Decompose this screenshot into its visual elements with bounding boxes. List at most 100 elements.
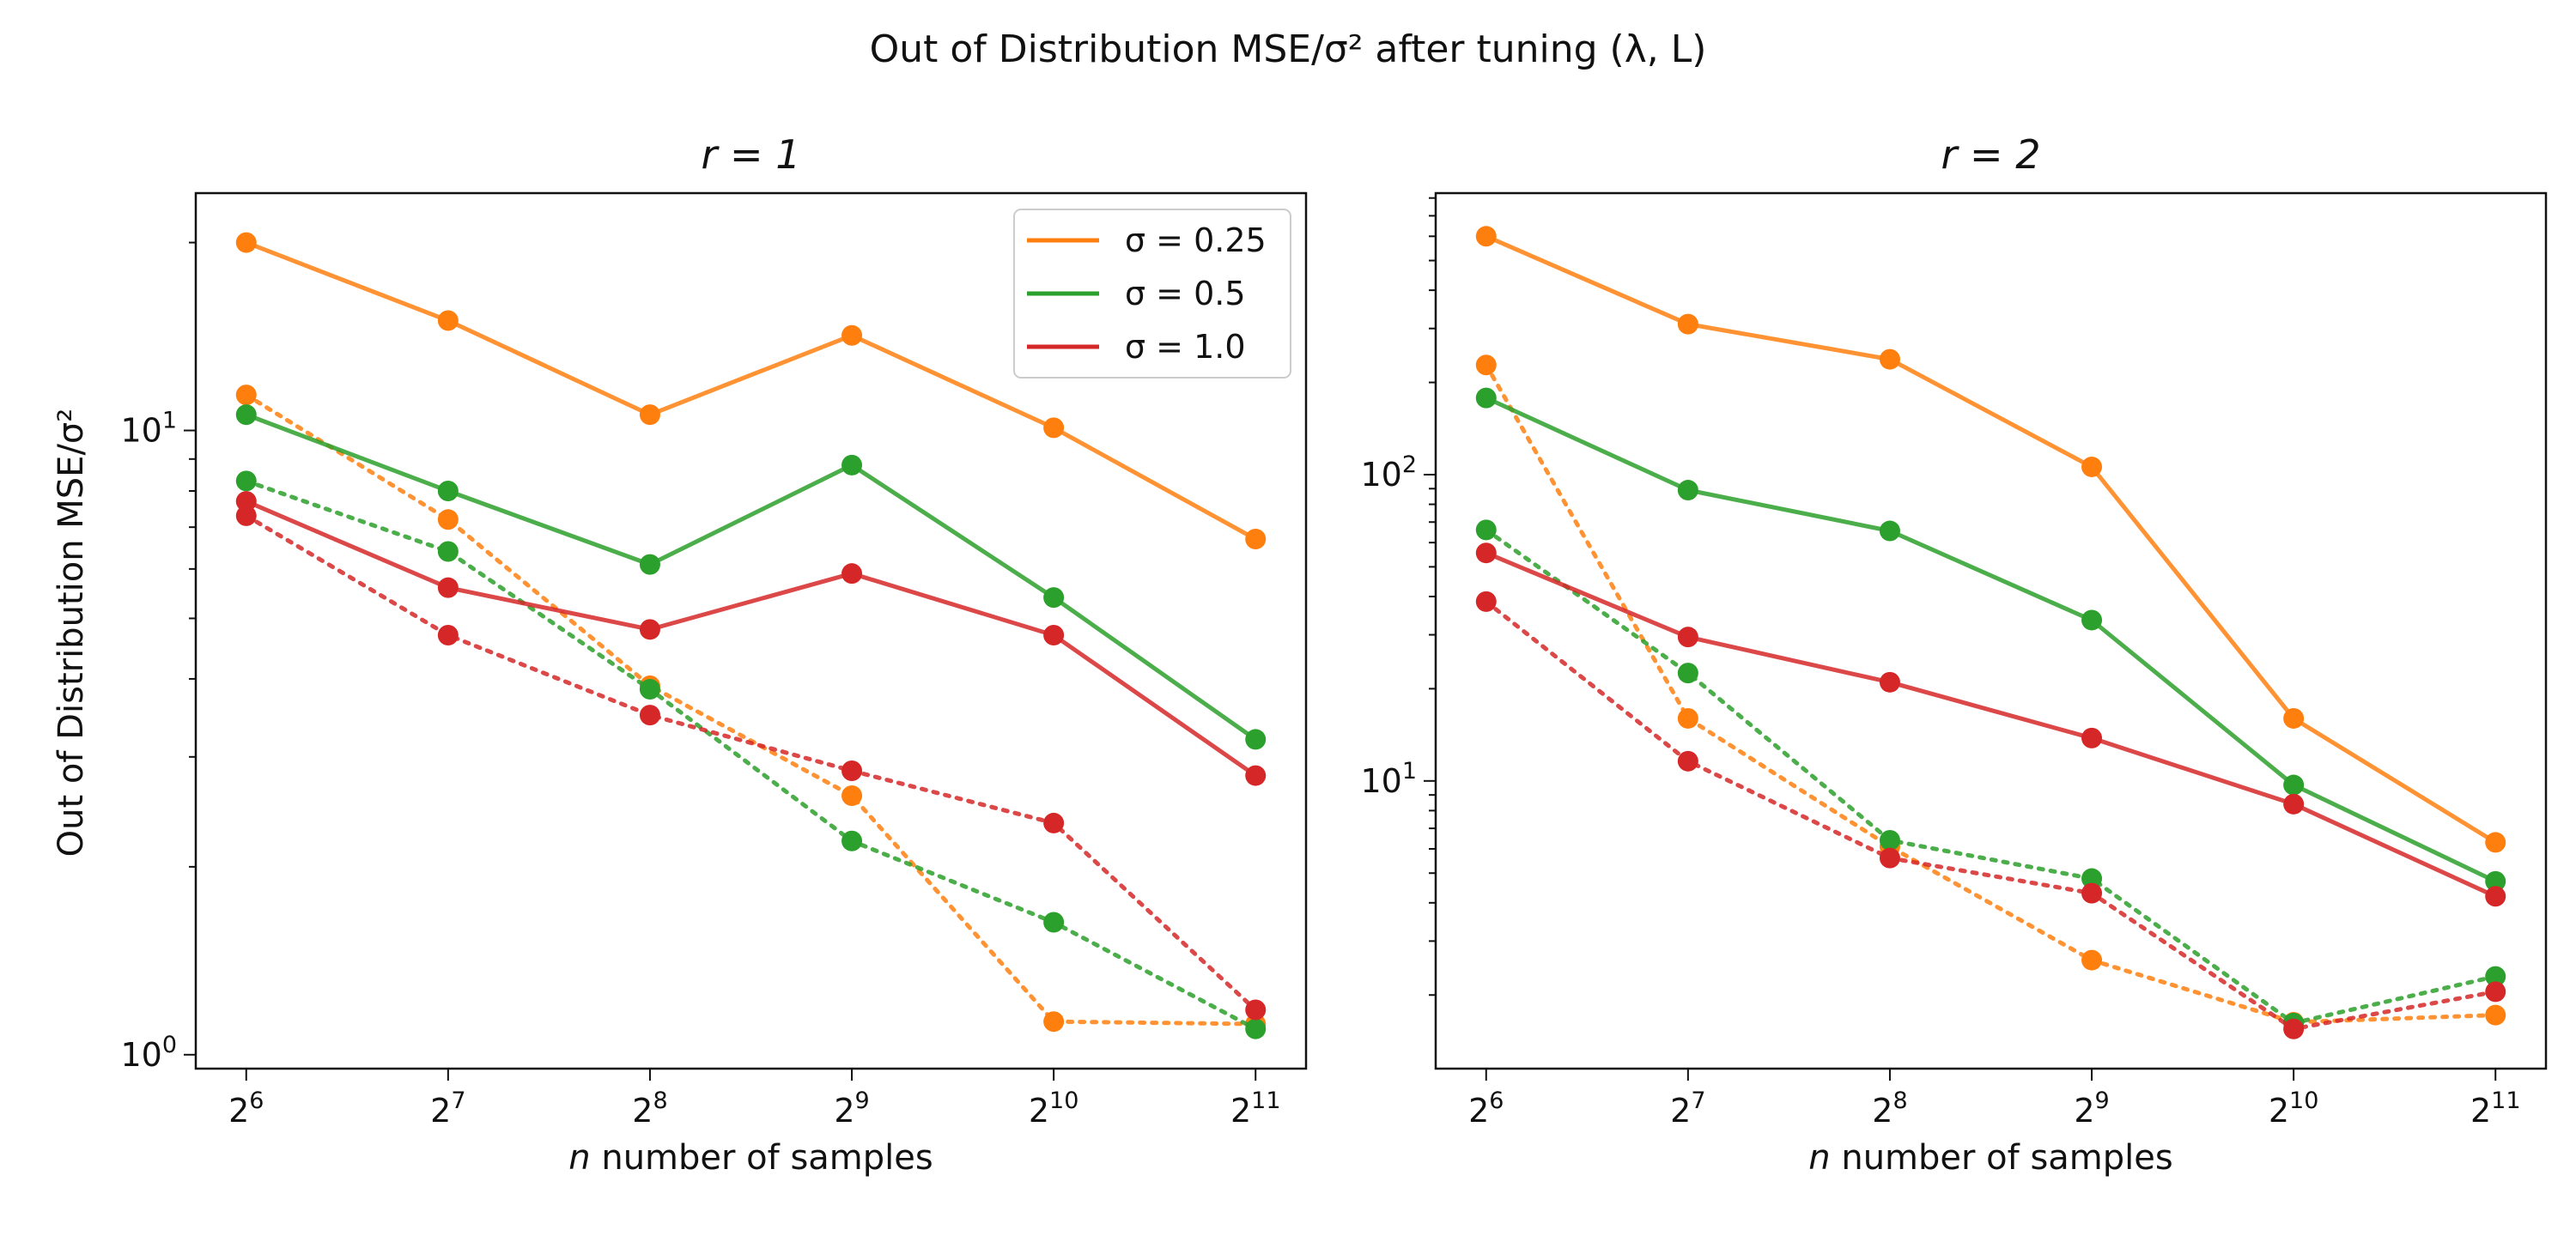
data-point [2081,882,2103,904]
x-tick-label: 29 [834,1088,869,1130]
data-point [2081,609,2103,631]
data-point [1245,1018,1267,1039]
panel-title: r = 2 [1941,131,2041,178]
data-point [1043,1011,1065,1033]
data-point [1475,591,1497,612]
data-point [841,760,863,781]
series-line [1484,362,2498,1025]
x-tick-label: 26 [1468,1088,1504,1130]
data-point [841,324,863,346]
data-point [1475,542,1497,564]
x-axis-label: n number of samples [568,1138,933,1178]
series-line [244,392,1258,1027]
data-point [1043,417,1065,439]
x-tick-label: 211 [1230,1088,1281,1130]
data-point [437,310,459,331]
x-tick-label: 211 [2470,1088,2521,1130]
data-point [235,470,257,492]
data-point [1879,847,1900,869]
data-point [437,481,459,502]
y-axis-label: Out of Distribution MSE/σ² [52,409,91,857]
data-point [2283,793,2305,815]
data-point [1677,480,1698,501]
data-point [1879,520,1900,542]
data-point [1245,729,1267,750]
data-point [2283,1018,2305,1039]
data-point [2081,727,2103,748]
data-point [437,624,459,645]
x-tick-label: 28 [1872,1088,1907,1130]
x-tick-label: 29 [2074,1088,2109,1130]
data-point [2485,886,2506,907]
series-line [1485,234,2497,845]
data-point [2485,1004,2506,1026]
data-point [2485,870,2506,892]
data-point [1677,313,1698,335]
data-point [235,232,257,253]
data-point [235,491,257,512]
legend-label: σ = 0.5 [1125,275,1246,312]
figure-title: Out of Distribution MSE/σ² after tuning … [870,27,1707,71]
data-point [2081,868,2103,889]
x-tick-label: 26 [228,1088,264,1130]
data-point [1245,529,1267,550]
series-line [245,499,1257,778]
data-point [1475,226,1497,247]
data-point [639,705,660,726]
data-point [2485,966,2506,987]
data-point [235,404,257,426]
data-point [1677,663,1698,684]
data-point [1475,387,1497,409]
data-point [639,404,660,426]
data-point [639,679,660,700]
legend-label: σ = 0.25 [1125,221,1267,259]
x-axis-label: n number of samples [1808,1138,2172,1178]
legend-box [1013,209,1291,379]
data-point [2081,456,2103,477]
x-tick-label: 27 [430,1088,465,1130]
data-point [1475,354,1497,376]
data-point [1245,999,1267,1021]
data-point [841,785,863,806]
data-point [437,577,459,598]
series-line [1485,550,2497,899]
panel-title: r = 1 [702,131,801,178]
series-line [1484,599,2498,1032]
data-point [2283,774,2305,796]
series-line [244,513,1258,1012]
data-point [1677,627,1698,648]
data-point [437,509,459,530]
legend-label: σ = 1.0 [1125,328,1246,366]
axes-frame [194,191,1308,1070]
y-tick-label: 102 [1360,451,1417,494]
data-point [1245,765,1267,786]
data-point [639,554,660,575]
data-point [1879,348,1900,370]
series-line [1485,396,2497,884]
series-line [245,412,1257,742]
data-point [2485,981,2506,1003]
data-point [1475,519,1497,541]
data-point [841,563,863,585]
series-line [244,478,1258,1032]
data-point [235,505,257,526]
x-tick-label: 210 [2269,1088,2319,1130]
legend: σ = 0.25 σ = 0.5 σ = 1.0 [1013,209,1291,379]
data-point [841,454,863,476]
axes-frame [1434,191,2548,1070]
data-point [1879,671,1900,693]
chart-panel-r2: r = 2 101 102 26 27 28 29 210 211 n number of sam… [1360,131,2548,1178]
chart-panel-r1: r = 1 100 101 26 27 28 29 210 211 n number of sam… [120,131,1308,1178]
y-tick-label: 100 [120,1032,177,1074]
data-point [2081,949,2103,971]
data-point [841,830,863,851]
series-line [1484,527,2498,1026]
data-point [1677,707,1698,729]
data-point [1677,750,1698,772]
x-tick-label: 28 [632,1088,667,1130]
data-point [1043,587,1065,609]
data-point [235,385,257,406]
data-point [1043,624,1065,645]
x-tick-label: 27 [1670,1088,1705,1130]
